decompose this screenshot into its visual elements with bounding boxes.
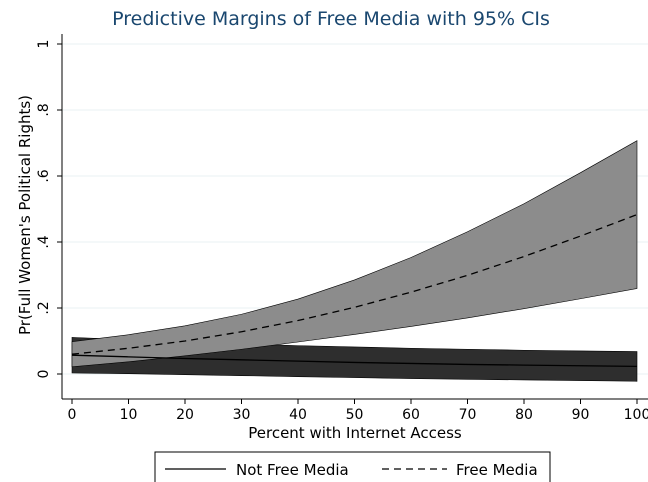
y-axis-label: Pr(Full Women's Political Rights) (16, 95, 34, 335)
x-tick-label-5: 50 (346, 407, 364, 423)
x-tick-label-1: 10 (120, 407, 138, 423)
series-line-0 (71, 354, 638, 368)
y-tick-label-1: .2 (36, 301, 52, 314)
x-tick-label-9: 90 (572, 407, 590, 423)
ticks: 0 10 20 30 40 50 60 70 80 90 100 0 .2 .4 .6 .8 1 (36, 40, 648, 423)
x-tick-label-2: 20 (176, 407, 194, 423)
y-tick-label-2: .4 (36, 235, 52, 248)
chart-title: Predictive Margins of Free Media with 95… (112, 8, 550, 30)
legend-label-not-free-media: Not Free Media (236, 461, 349, 479)
y-tick-label-5: 1 (36, 40, 52, 49)
x-tick-label-4: 40 (289, 407, 307, 423)
x-tick-label-10: 100 (624, 407, 648, 423)
x-tick-label-3: 30 (233, 407, 251, 423)
ci-band-1 (71, 140, 638, 368)
x-tick-label-0: 0 (68, 407, 77, 423)
y-tick-label-0: 0 (36, 370, 52, 379)
ci-bands (71, 140, 638, 382)
legend-box (154, 451, 551, 482)
y-tick-label-3: .6 (36, 169, 52, 182)
legend-label-free-media: Free Media (456, 461, 538, 479)
x-tick-label-7: 70 (459, 407, 477, 423)
x-tick-label-8: 80 (515, 407, 533, 423)
series-line-1 (71, 214, 638, 355)
x-axis-label: Percent with Internet Access (248, 424, 462, 442)
x-tick-label-6: 60 (402, 407, 420, 423)
series-lines (71, 214, 638, 368)
legend: Not Free Media Free Media (154, 451, 551, 482)
y-tick-label-4: .8 (36, 103, 52, 116)
